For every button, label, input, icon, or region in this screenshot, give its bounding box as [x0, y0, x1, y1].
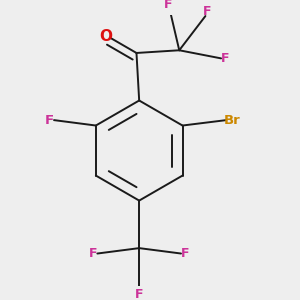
Text: F: F [221, 52, 230, 65]
Text: O: O [99, 29, 112, 44]
Text: Br: Br [224, 114, 241, 127]
Text: F: F [203, 5, 212, 18]
Text: F: F [164, 0, 172, 11]
Text: F: F [135, 288, 143, 300]
Text: F: F [45, 114, 54, 127]
Text: F: F [89, 247, 97, 260]
Text: F: F [181, 247, 190, 260]
